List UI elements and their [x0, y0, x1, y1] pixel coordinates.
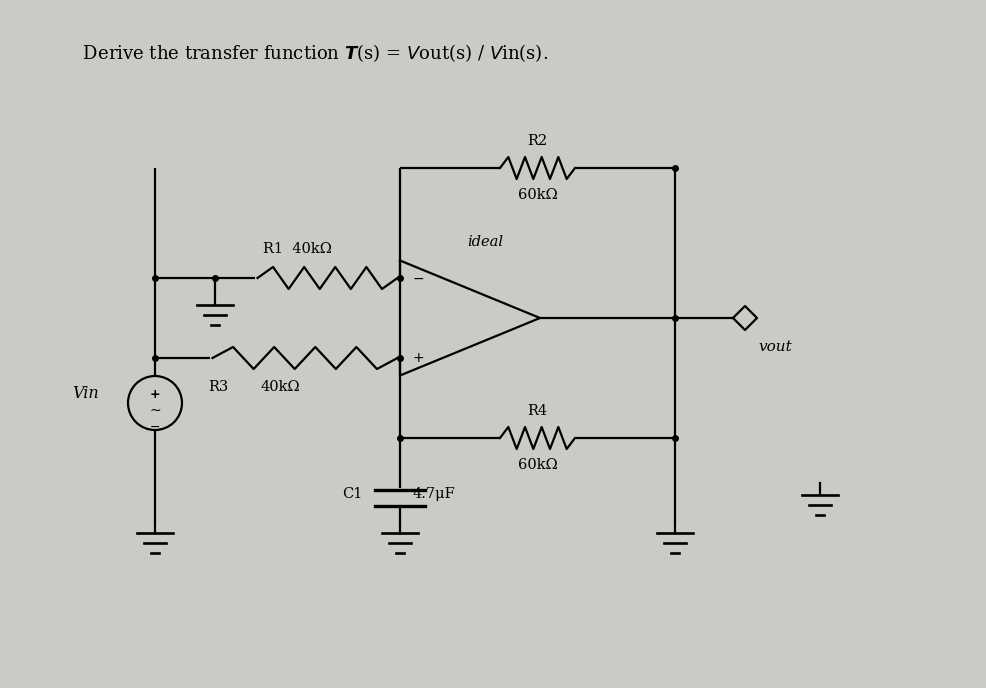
Text: $\,$Derive the transfer function $\boldsymbol{T}$(s) = $\mathit{V}$out(s) / $\ma: $\,$Derive the transfer function $\bolds…	[80, 42, 548, 64]
Text: −: −	[150, 420, 161, 433]
Text: Vin: Vin	[72, 385, 99, 402]
Text: 60kΩ: 60kΩ	[518, 188, 557, 202]
Text: $+$: $+$	[412, 351, 424, 365]
Text: ~: ~	[149, 404, 161, 418]
Text: 40kΩ: 40kΩ	[260, 380, 300, 394]
Text: R1  40kΩ: R1 40kΩ	[263, 242, 332, 256]
Text: R4: R4	[528, 404, 547, 418]
Text: R3: R3	[208, 380, 228, 394]
Text: 60kΩ: 60kΩ	[518, 458, 557, 472]
Text: 4.7μF: 4.7μF	[412, 487, 455, 501]
Text: R2: R2	[528, 134, 547, 148]
Text: ideal: ideal	[467, 235, 503, 248]
Text: vout: vout	[758, 340, 792, 354]
Text: C1: C1	[341, 487, 362, 501]
Text: +: +	[150, 387, 161, 400]
Text: $-$: $-$	[412, 271, 424, 285]
